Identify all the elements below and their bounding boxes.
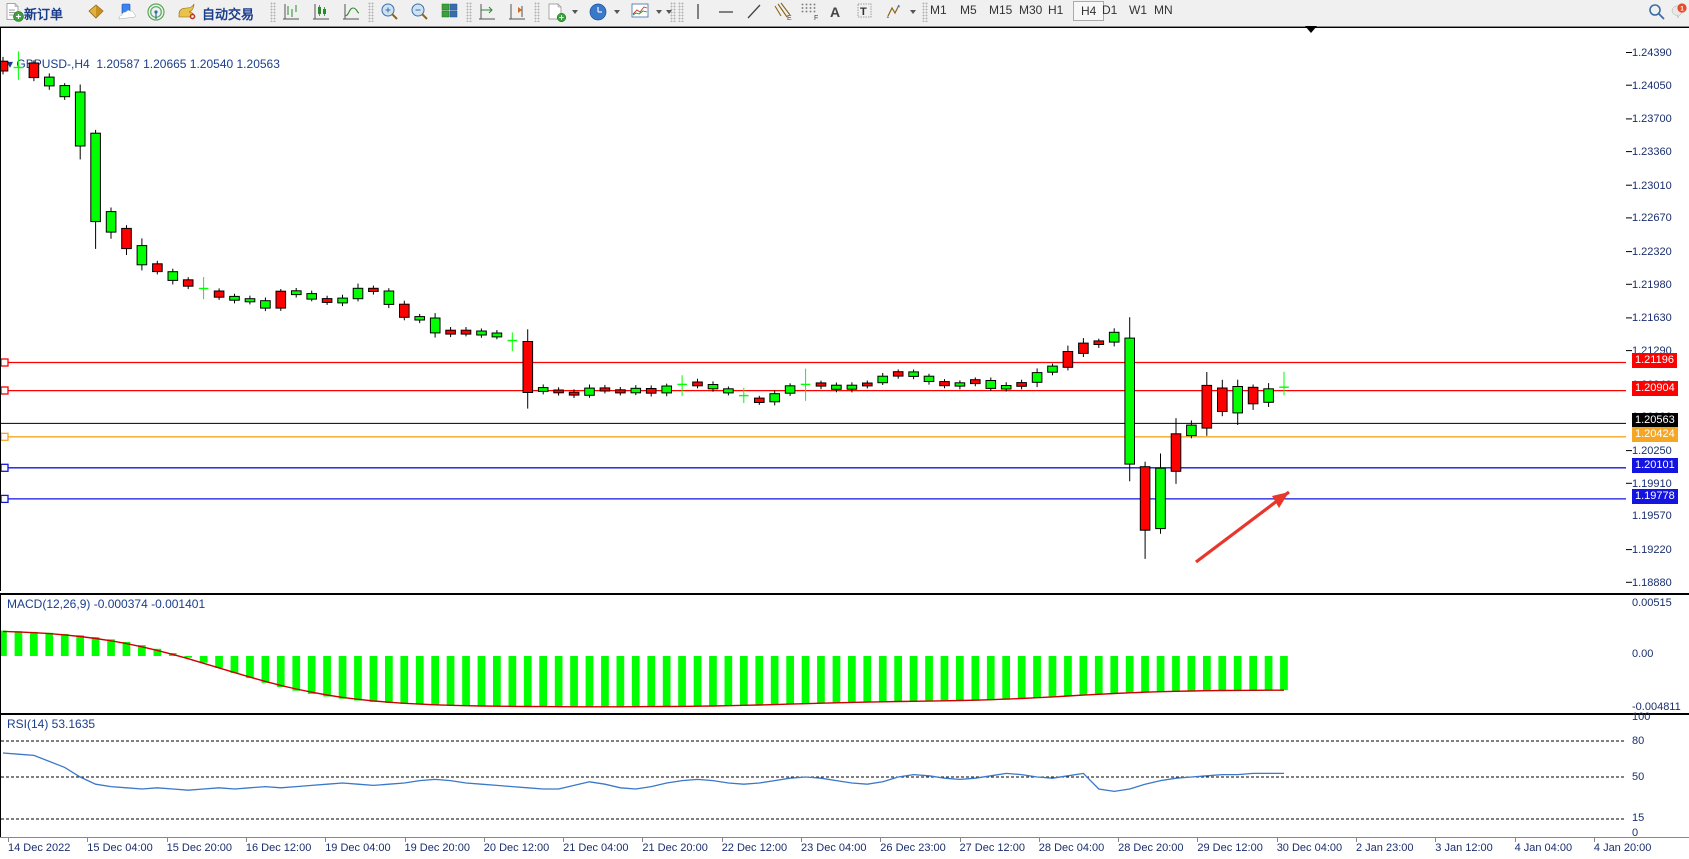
svg-text:1: 1 [1680, 6, 1684, 13]
svg-text:T: T [860, 6, 867, 18]
svg-text:E: E [787, 15, 792, 22]
svg-text:F: F [814, 15, 818, 22]
